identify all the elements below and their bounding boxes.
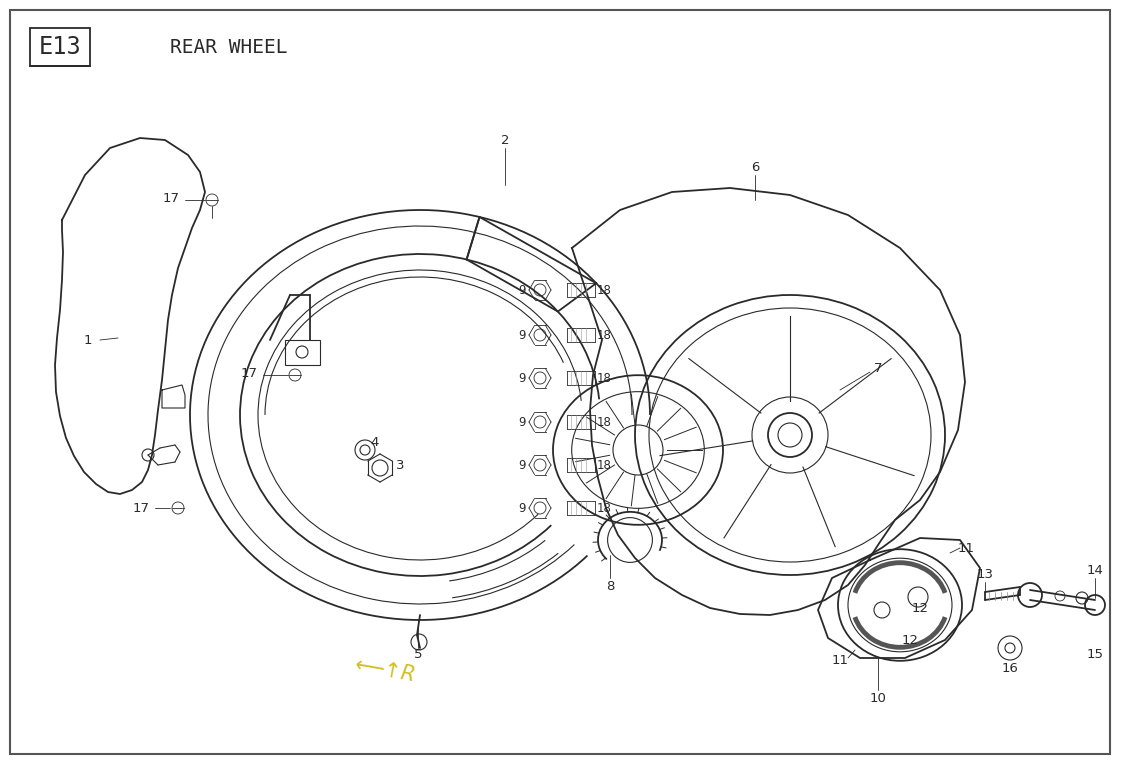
Text: 18: 18 xyxy=(597,371,611,384)
Text: 17: 17 xyxy=(134,501,150,514)
Text: 16: 16 xyxy=(1002,662,1019,675)
Text: 2: 2 xyxy=(500,134,509,147)
Text: 14: 14 xyxy=(1086,564,1103,577)
Text: 10: 10 xyxy=(870,691,886,704)
Text: 17: 17 xyxy=(163,192,180,205)
Text: 18: 18 xyxy=(597,501,611,514)
Text: 3: 3 xyxy=(396,458,404,471)
Text: 9: 9 xyxy=(518,371,526,384)
Text: REAR WHEEL: REAR WHEEL xyxy=(171,37,287,57)
Text: 15: 15 xyxy=(1086,649,1104,662)
Text: 9: 9 xyxy=(518,329,526,342)
Text: 9: 9 xyxy=(518,501,526,514)
Text: 12: 12 xyxy=(901,633,919,646)
Text: 18: 18 xyxy=(597,283,611,296)
Text: 13: 13 xyxy=(976,568,993,581)
Text: 1: 1 xyxy=(84,334,92,347)
Text: 12: 12 xyxy=(911,601,929,614)
Text: 9: 9 xyxy=(518,458,526,471)
Text: 11: 11 xyxy=(957,542,975,555)
Text: 6: 6 xyxy=(751,160,760,173)
Text: 18: 18 xyxy=(597,329,611,342)
Text: 9: 9 xyxy=(518,283,526,296)
Text: 18: 18 xyxy=(597,416,611,429)
Text: 17: 17 xyxy=(241,367,258,380)
Text: ⟵↑R: ⟵↑R xyxy=(352,655,417,685)
Text: 18: 18 xyxy=(597,458,611,471)
Text: E13: E13 xyxy=(38,35,82,59)
Text: 4: 4 xyxy=(370,435,379,448)
Text: 8: 8 xyxy=(606,580,614,593)
Text: 11: 11 xyxy=(831,653,848,666)
Text: 7: 7 xyxy=(874,361,882,374)
Text: 5: 5 xyxy=(414,649,422,662)
Text: 9: 9 xyxy=(518,416,526,429)
